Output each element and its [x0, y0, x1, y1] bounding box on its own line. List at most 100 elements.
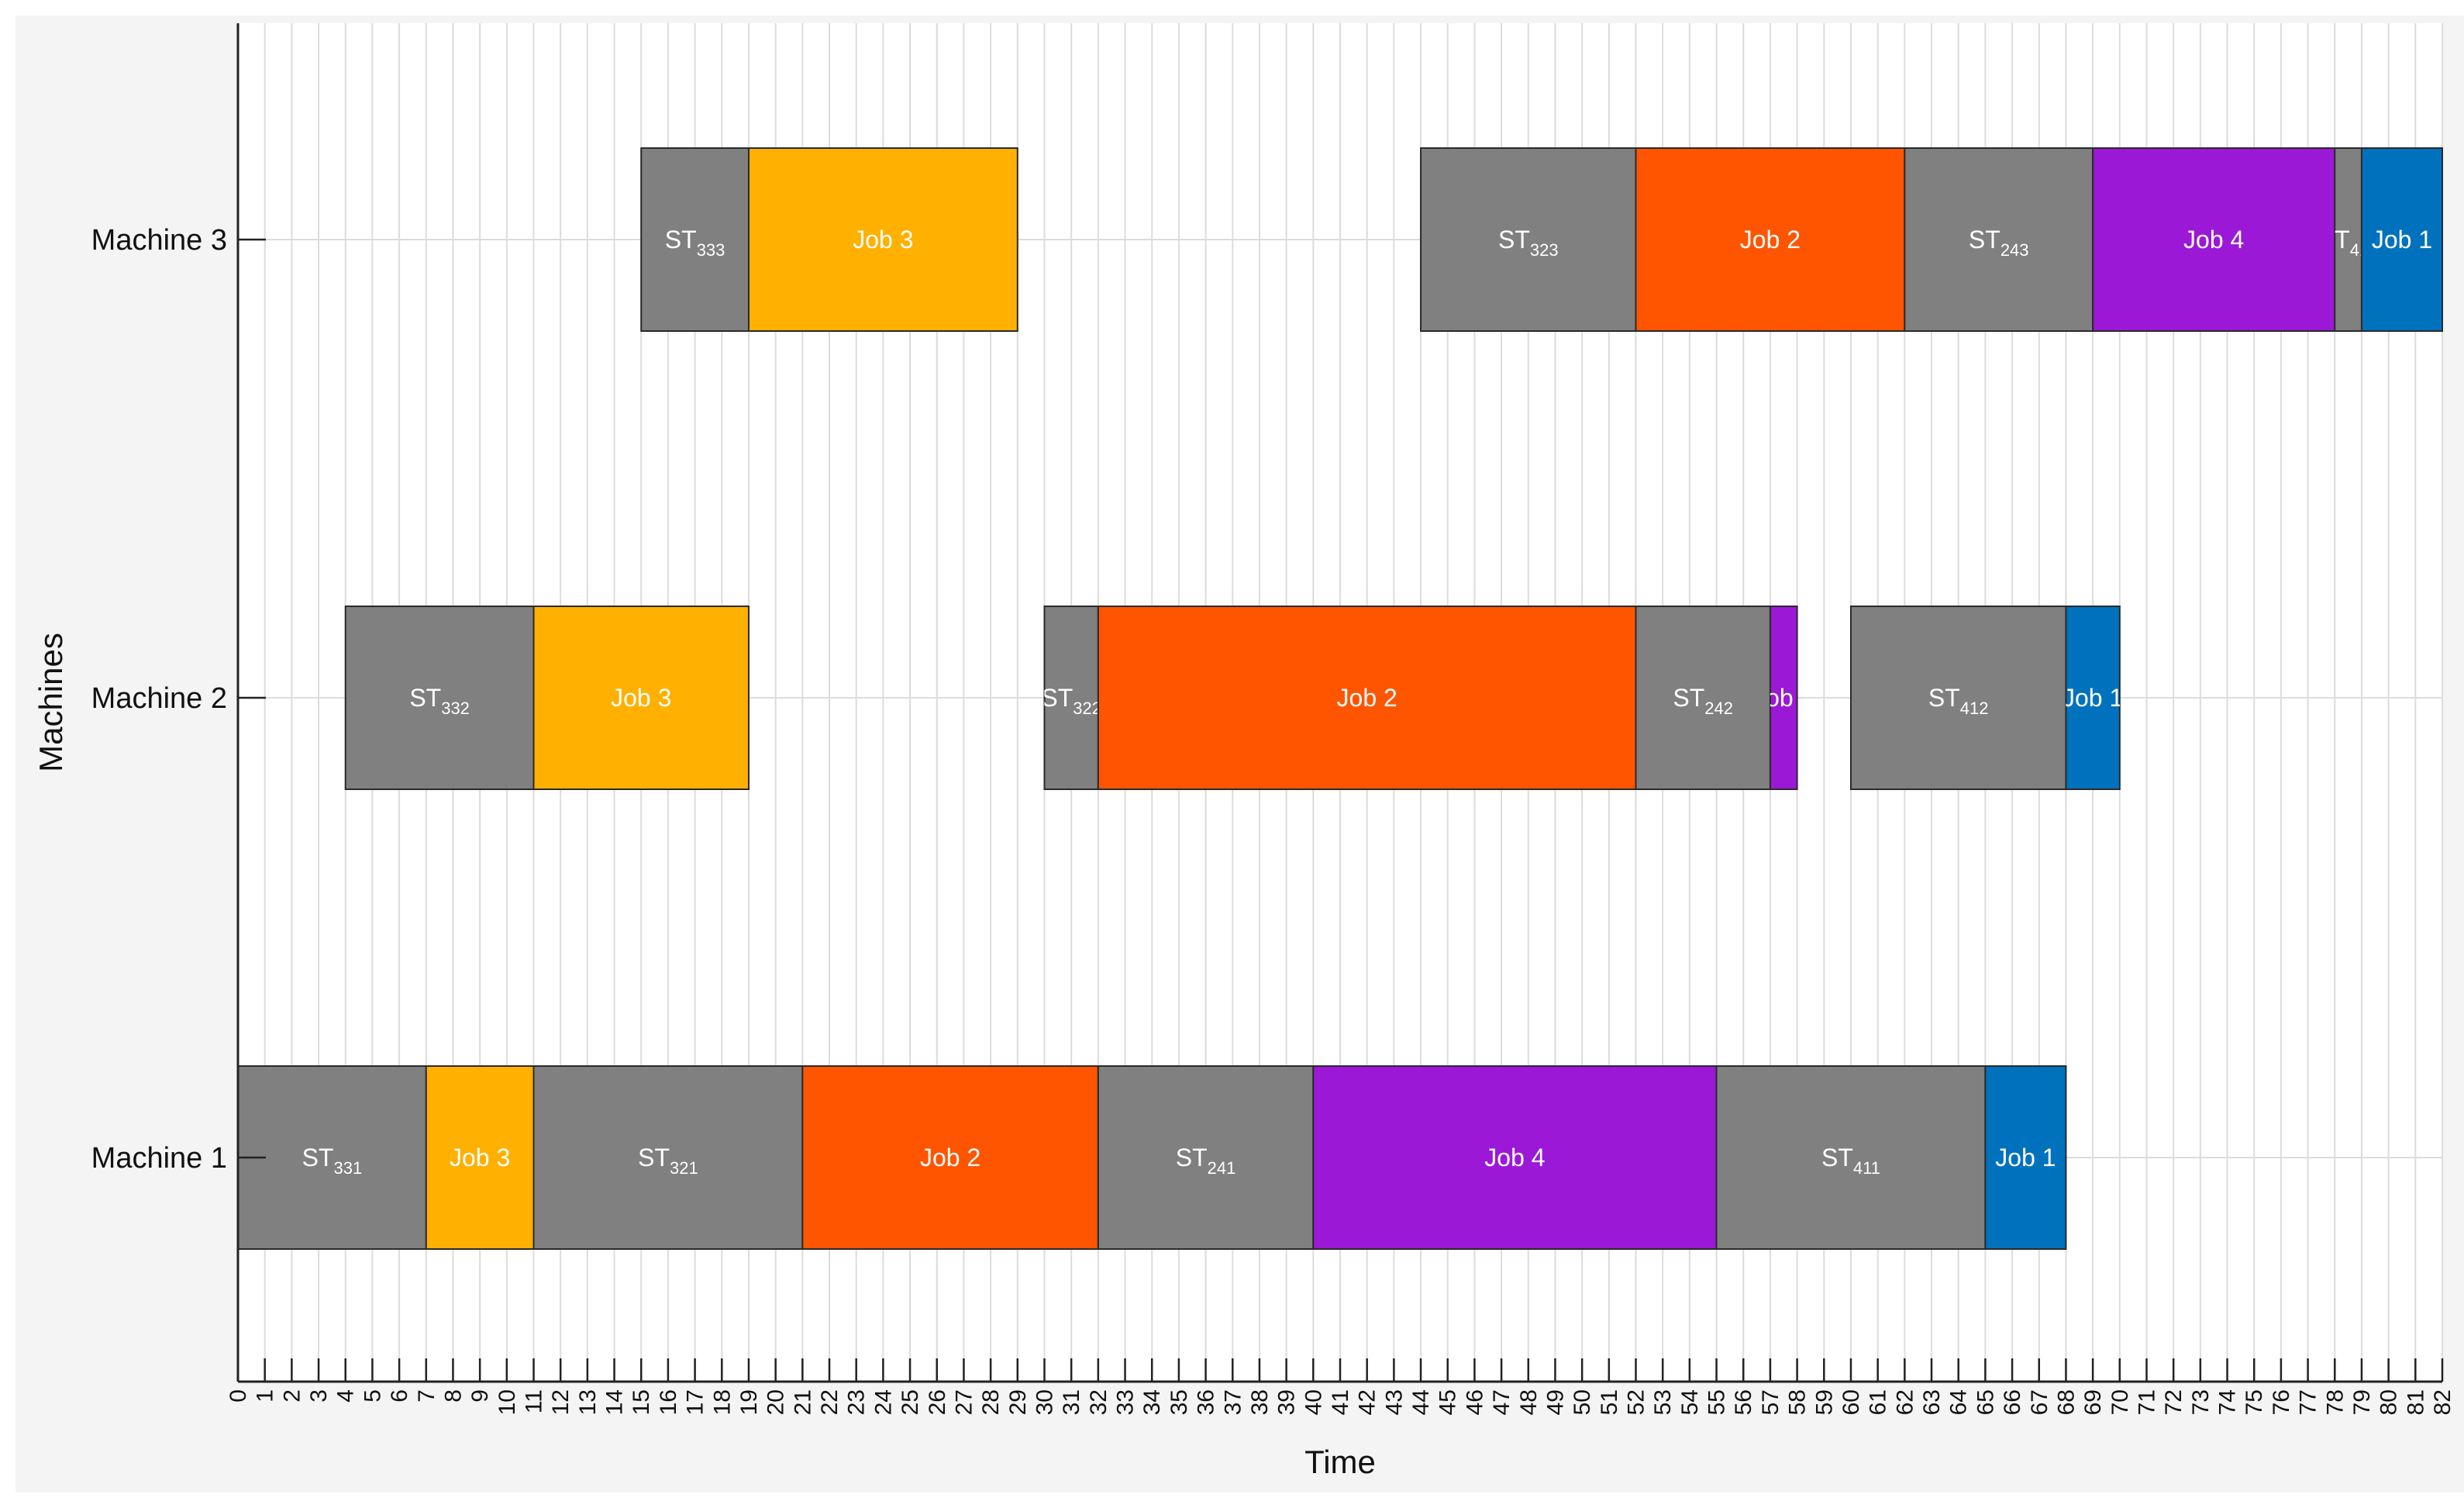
x-tick-label: 45	[1435, 1389, 1461, 1415]
segment-label: ST242	[1673, 684, 1733, 718]
x-tick-label: 49	[1542, 1389, 1568, 1415]
segment-label: ST413	[2318, 226, 2379, 260]
job-segment: Job 2	[801, 1065, 1099, 1250]
job-segment: Job 4	[2092, 147, 2336, 332]
segment-label: ST411	[1821, 1144, 1880, 1178]
setup-segment: ST322	[1043, 606, 1099, 790]
segment-label: Job 3	[611, 684, 671, 712]
job-segment: Job 3	[425, 1065, 535, 1250]
x-tick-label: 74	[2215, 1389, 2241, 1415]
x-tick-label: 63	[1919, 1389, 1945, 1415]
x-tick-label: 76	[2269, 1389, 2294, 1415]
x-tick-label: 59	[1811, 1389, 1837, 1415]
x-tick-label: 14	[602, 1389, 628, 1415]
job-segment: Job 3	[532, 606, 750, 790]
setup-segment: ST413	[2318, 147, 2379, 332]
x-tick-label: 3	[306, 1389, 332, 1403]
segment-label: Job 2	[1740, 226, 1801, 254]
x-tick-label: 9	[467, 1389, 493, 1403]
x-tick-label: 4	[333, 1389, 359, 1403]
segment-bar	[2092, 147, 2336, 332]
segment-bar	[2065, 606, 2121, 790]
segment-label: Job 1	[1995, 1144, 2056, 1172]
x-tick-label: 32	[1086, 1389, 1111, 1415]
x-tick-label: 33	[1113, 1389, 1139, 1415]
x-tick-label: 28	[978, 1389, 1004, 1415]
x-tick-label: 65	[1973, 1389, 1998, 1415]
segment-bar	[1769, 606, 1798, 790]
segment-label: ST321	[638, 1144, 698, 1178]
y-tick-label: Machine 3	[91, 224, 227, 257]
x-tick-label: 64	[1946, 1389, 1972, 1415]
segment-bar	[532, 1065, 804, 1250]
x-tick-label: 82	[2430, 1389, 2455, 1415]
x-tick-label: 23	[844, 1389, 870, 1415]
x-tick-label: 54	[1677, 1389, 1703, 1415]
x-tick-label: 35	[1167, 1389, 1192, 1415]
x-tick-label: 52	[1624, 1389, 1649, 1415]
segment-bar	[1420, 147, 1637, 332]
x-tick-label: 38	[1247, 1389, 1273, 1415]
x-tick-label: 55	[1704, 1389, 1730, 1415]
x-tick-label: 17	[683, 1389, 708, 1415]
x-tick-label: 67	[2027, 1389, 2052, 1415]
x-tick-label: 78	[2322, 1389, 2348, 1415]
x-tick-label: 61	[1866, 1389, 1891, 1415]
x-tick-label: 57	[1758, 1389, 1783, 1415]
segment-label: Job 4	[2183, 226, 2244, 254]
segment-label: Job 1	[2372, 226, 2432, 254]
x-tick-label: 7	[414, 1389, 439, 1403]
x-tick-label: 42	[1355, 1389, 1380, 1415]
segment-label: Job 1	[2063, 684, 2123, 712]
segment-bar	[1312, 1065, 1718, 1250]
x-tick-label: 27	[951, 1389, 977, 1415]
job-segment: Job 1	[2360, 147, 2443, 332]
x-tick-label: 79	[2349, 1389, 2375, 1415]
x-tick-label: 81	[2403, 1389, 2428, 1415]
segment-label: ST243	[1969, 226, 2029, 260]
segment-label: Job 4	[1753, 684, 1814, 712]
x-tick-label: 75	[2242, 1389, 2267, 1415]
x-tick-label: 46	[1462, 1389, 1487, 1415]
x-tick-label: 18	[709, 1389, 735, 1415]
x-tick-label: 66	[2000, 1389, 2025, 1415]
x-tick-label: 73	[2188, 1389, 2214, 1415]
x-tick-label: 16	[656, 1389, 681, 1415]
x-tick-label: 71	[2134, 1389, 2159, 1415]
x-tick-label: 26	[925, 1389, 950, 1415]
x-tick-label: 36	[1194, 1389, 1219, 1415]
segment-bar	[2360, 147, 2443, 332]
segment-label: Job 4	[1484, 1144, 1545, 1172]
x-tick-label: 53	[1650, 1389, 1676, 1415]
segment-label: ST412	[1928, 684, 1989, 718]
x-tick-label: 31	[1059, 1389, 1084, 1415]
setup-segment: ST333	[640, 147, 750, 332]
x-tick-label: 19	[736, 1389, 762, 1415]
x-tick-label: 41	[1328, 1389, 1353, 1415]
x-tick-label: 34	[1139, 1389, 1165, 1415]
x-tick-label: 13	[575, 1389, 601, 1415]
setup-segment: ST331	[237, 1065, 427, 1250]
setup-segment: ST412	[1849, 606, 2067, 790]
x-tick-label: 44	[1408, 1389, 1434, 1415]
figure-background: ST331 Job 3 ST321 Job 2 ST241 Job 4 ST411 Job 1…	[16, 16, 2464, 1492]
x-tick-label: 77	[2296, 1389, 2321, 1415]
segment-label: Job 2	[1337, 684, 1397, 712]
x-tick-label: 15	[629, 1389, 654, 1415]
setup-segment: ST332	[344, 606, 535, 790]
segment-bar	[640, 147, 750, 332]
x-tick-label: 8	[440, 1389, 466, 1403]
x-tick-label: 5	[360, 1389, 385, 1403]
x-tick-label: 68	[2053, 1389, 2079, 1415]
segment-bar	[532, 606, 750, 790]
x-tick-label: 43	[1381, 1389, 1407, 1415]
x-tick-label: 51	[1597, 1389, 1622, 1415]
x-axis-title: Time	[1304, 1444, 1376, 1480]
segment-bar	[1904, 147, 2094, 332]
x-tick-label: 1	[253, 1389, 278, 1403]
setup-segment: ST323	[1420, 147, 1637, 332]
job-segment: Job 2	[1635, 147, 1906, 332]
segment-label: Job 3	[450, 1144, 510, 1172]
segment-bar	[2334, 147, 2362, 332]
